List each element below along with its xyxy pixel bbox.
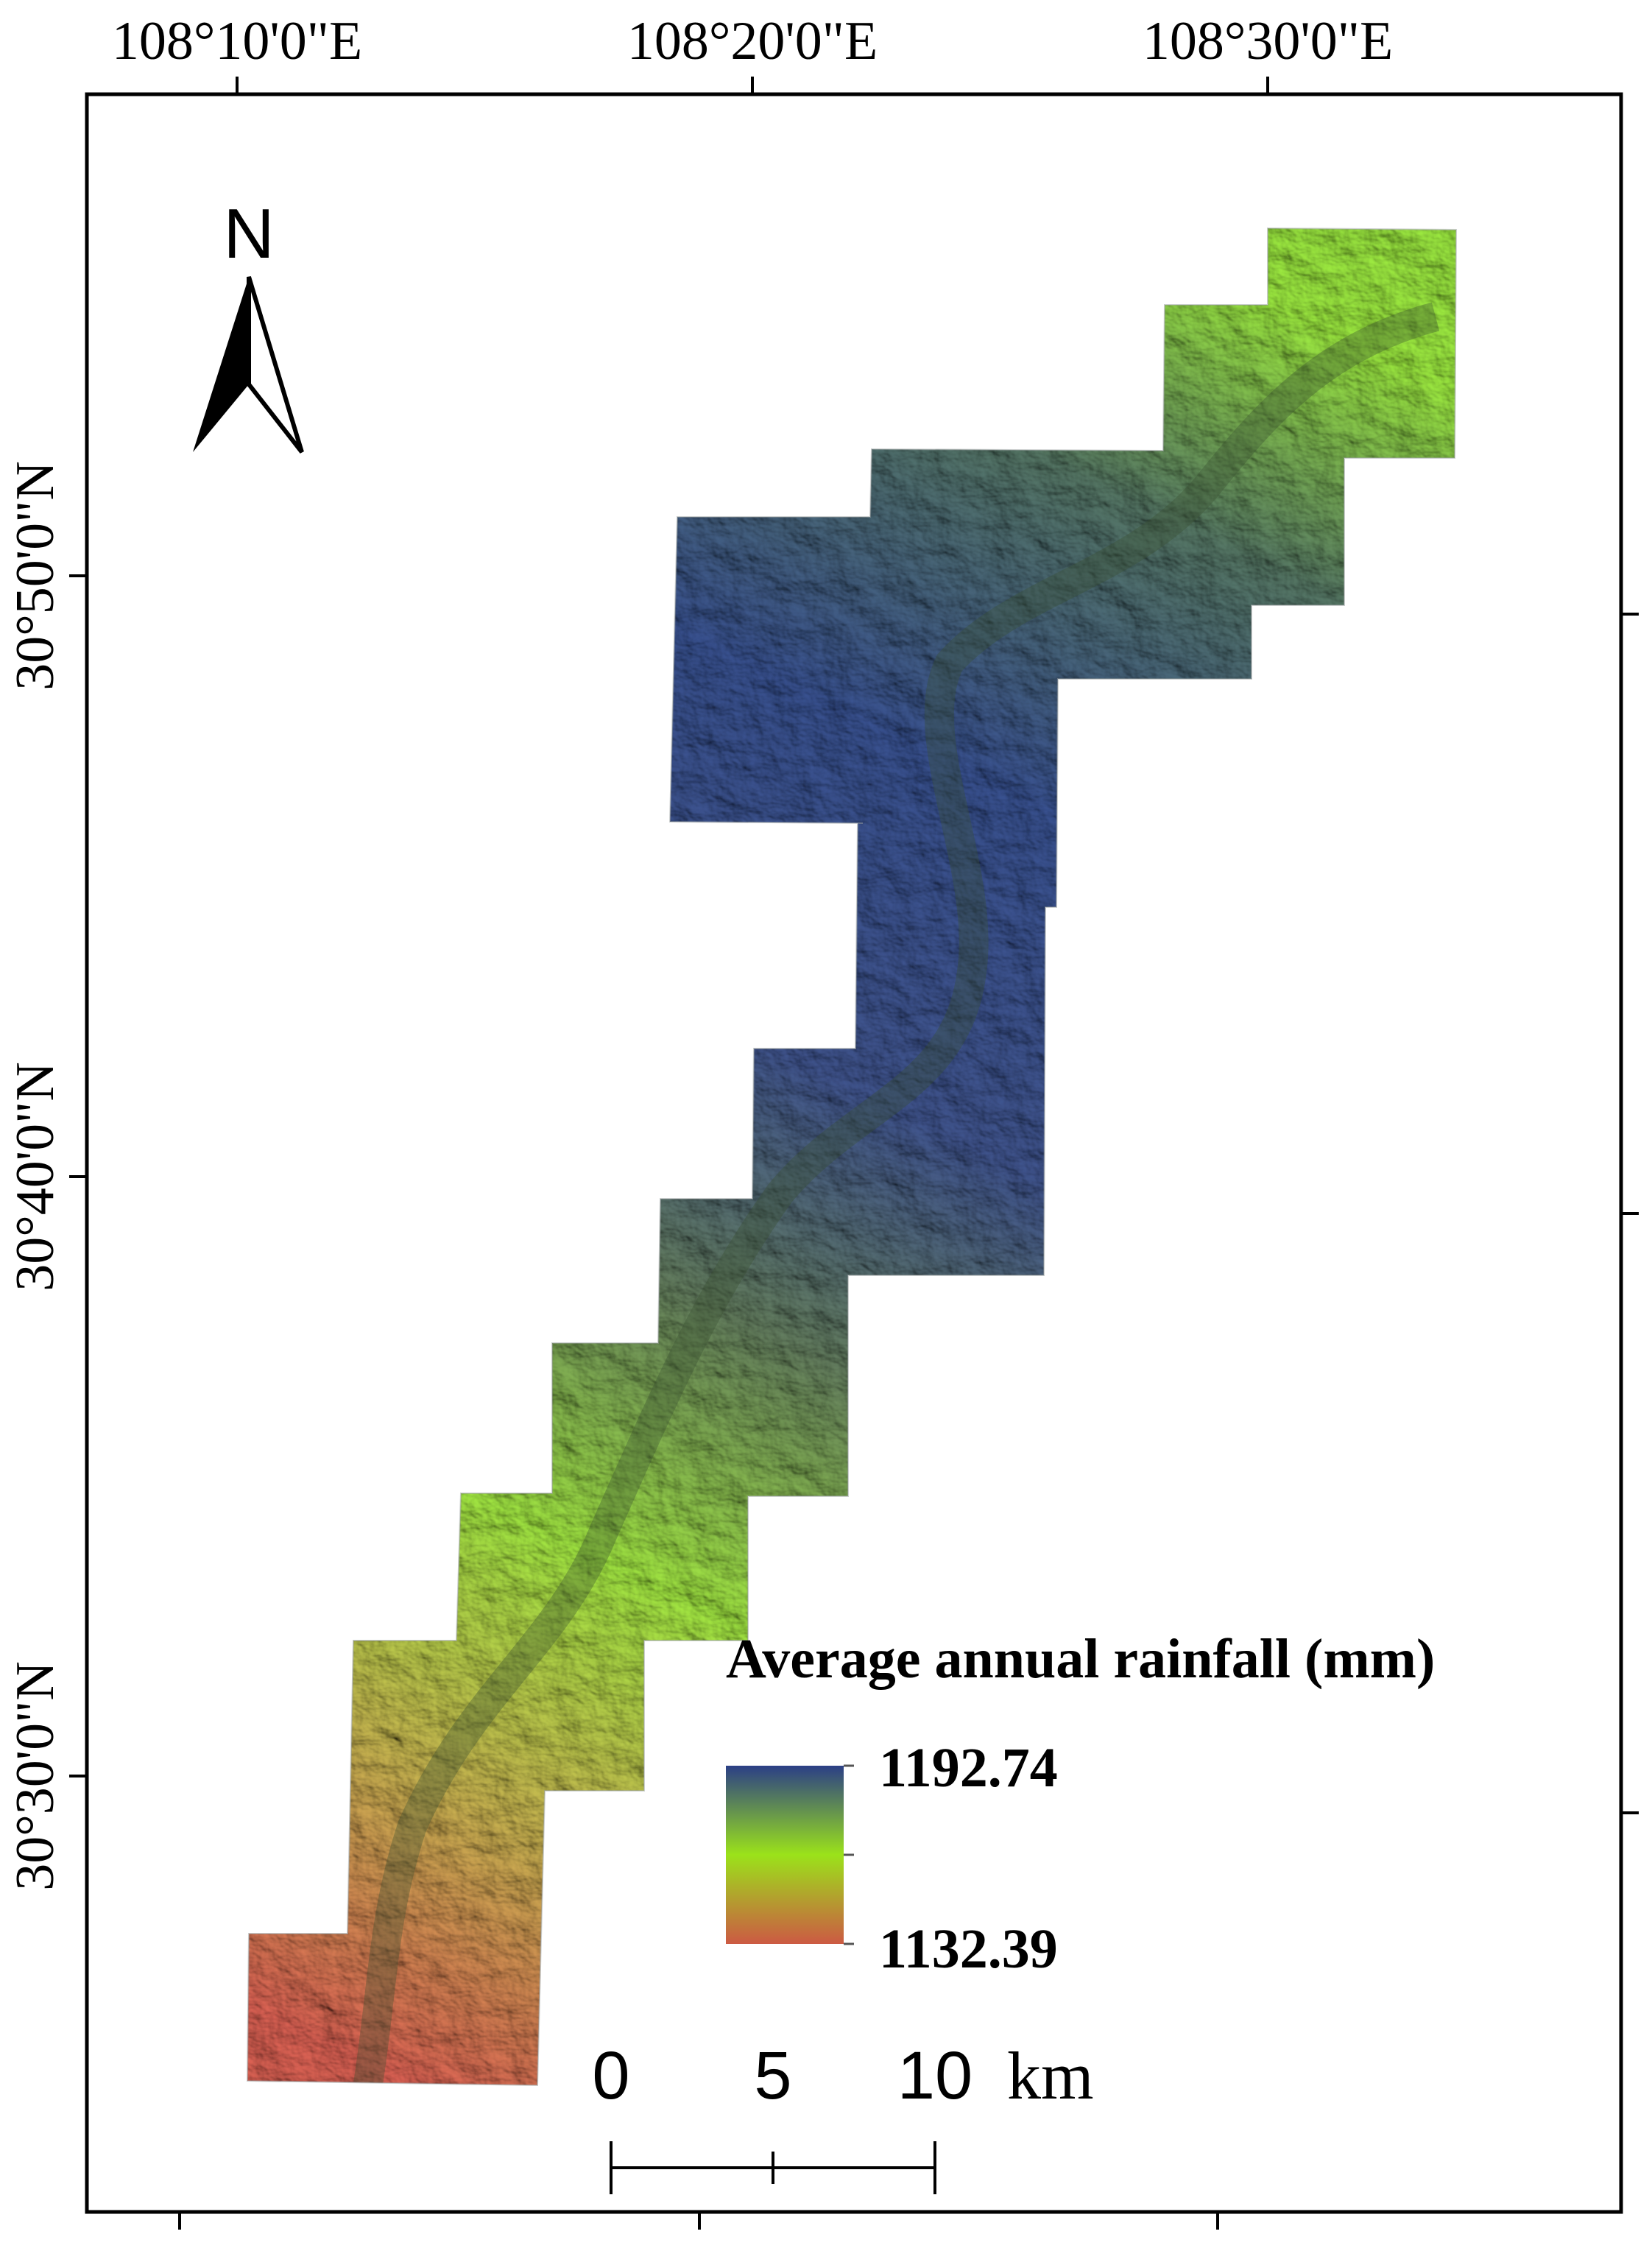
legend-min-value: 1132.39: [879, 1918, 1058, 1980]
legend: Average annual rainfall (mm) 1192.74 113…: [726, 1628, 1435, 1980]
legend-max-value: 1192.74: [879, 1737, 1058, 1799]
latitude-label-1: 30°50'0"N: [5, 461, 66, 691]
scale-label-10: 10: [897, 2038, 973, 2113]
longitude-label-1: 108°10'0"E: [112, 11, 362, 71]
north-arrow-icon: N: [193, 194, 304, 454]
right-ticks: [1621, 613, 1639, 1814]
legend-title: Average annual rainfall (mm): [726, 1628, 1435, 1690]
scale-label-5: 5: [754, 2038, 791, 2113]
left-ticks: [69, 574, 87, 1777]
bottom-ticks: [178, 2212, 1219, 2230]
latitude-label-3: 30°30'0"N: [5, 1661, 66, 1891]
scale-label-0: 0: [592, 2038, 629, 2113]
legend-color-ramp: [726, 1766, 844, 1944]
scale-unit: km: [1007, 2038, 1094, 2113]
longitude-label-2: 108°20'0"E: [627, 11, 878, 71]
latitude-label-2: 30°40'0"N: [5, 1062, 66, 1292]
longitude-label-3: 108°30'0"E: [1143, 11, 1393, 71]
top-ticks: [236, 77, 1269, 94]
north-letter: N: [223, 194, 274, 273]
scale-bar: 0 5 10 km: [592, 2038, 1094, 2194]
